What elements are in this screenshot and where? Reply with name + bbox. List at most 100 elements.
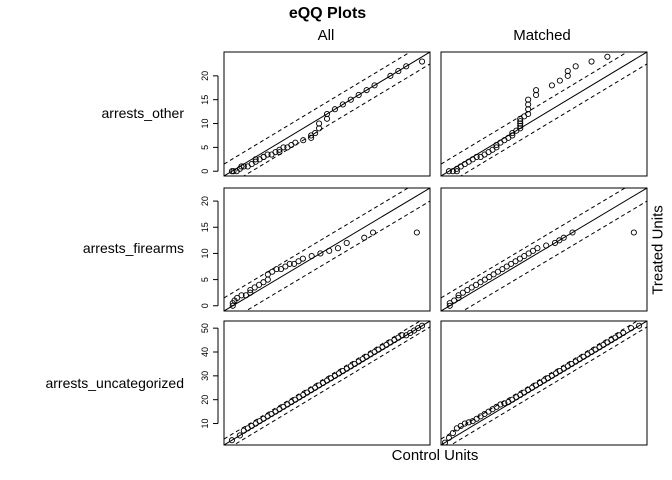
qq-point [548,82,555,89]
qq-point [291,260,298,267]
qq-point [234,294,241,301]
lower-band-line [242,63,430,176]
qq-point [441,439,449,445]
qq-point [339,101,346,108]
qq-point [494,268,502,275]
qq-point [280,144,287,151]
y-tick-label: 10 [200,248,210,258]
qq-point [481,276,488,283]
qq-point [264,271,271,278]
y-tick-label: 20 [200,395,210,405]
panel-arrests_uncategorized-matched [440,320,648,446]
upper-band-line [224,188,410,299]
qq-point [517,118,524,125]
qq-point [543,242,550,249]
qq-point [334,245,342,252]
qq-point [473,153,480,160]
upper-band-line [224,321,422,440]
lower-band-line [461,200,647,311]
qq-point [236,432,243,439]
qq-point [445,168,452,175]
qq-point [371,82,378,89]
qq-point [316,120,323,127]
qq-point [238,292,245,299]
reference-line [441,52,647,176]
y-tick-label: 0 [200,303,210,308]
panel-frame [223,51,431,177]
qq-point [292,139,299,146]
row-label-arrests-other: arrests_other [101,105,184,121]
y-tick-label: 0 [200,169,210,174]
qq-point [299,255,306,262]
qq-point [269,268,276,275]
panel-content [224,321,430,445]
qq-point [572,63,579,70]
qq-point [286,260,293,267]
qq-point [533,87,540,94]
lower-band-line [244,200,430,311]
panel-arrests_firearms-matched [440,187,648,312]
qq-point [636,322,643,329]
qq-point [264,276,271,283]
qq-point [238,163,245,170]
y-tick-label: 20 [200,71,210,81]
chart-title: eQQ Plots [288,5,367,22]
qq-point [564,68,571,75]
qq-point [525,250,532,257]
y-tick-label: 15 [200,95,210,105]
qq-point [247,287,254,294]
y-tick-label: 50 [200,323,210,333]
qq-point [464,287,471,294]
qq-point [486,273,493,281]
qq-point [419,58,426,65]
panel-arrests_uncategorized-all [223,320,431,446]
qq-point [473,281,480,288]
qq-point [355,91,362,98]
qq-point [499,266,506,273]
qq-point [501,400,508,407]
lower-band-line [459,63,647,176]
y-tick-label: 10 [200,119,210,129]
qq-point [312,130,319,137]
qq-point [387,72,394,79]
qq-point [525,96,532,103]
qq-point [228,437,235,444]
x-axis-label: Control Units [391,447,479,464]
y-tick-label: 10 [200,419,210,429]
y-tick-label: 40 [200,347,210,357]
qq-point [326,247,333,254]
qq-point [551,239,559,247]
y-tick-label: 5 [200,145,210,150]
panel-content [441,321,647,445]
qq-point [282,263,289,270]
lower-band-line [449,326,647,445]
panel-frame [223,187,431,312]
qq-point [295,258,302,265]
panel-content [441,188,647,311]
panel-content [441,52,647,176]
qq-point [369,229,377,236]
qq-point [361,234,368,241]
panel-frame [440,187,648,312]
panel-frame [440,320,648,446]
qq-point [556,237,563,244]
qq-point [508,260,515,267]
upper-band-line [441,52,629,165]
qq-point [251,284,258,291]
qq-point [323,110,331,118]
qq-point [413,229,420,236]
row-label-arrests-firearms: arrests_firearms [82,240,184,256]
panel-arrests_firearms-all [223,187,431,312]
qq-point [399,332,406,339]
qq-point [503,263,510,270]
panel-arrests_other-all [223,51,431,177]
qq-point [240,163,247,170]
qq-point [347,96,354,103]
qq-point [509,132,516,139]
column-label-all: All [317,27,335,44]
qq-point [247,289,254,296]
qq-point [317,250,324,257]
qq-point [308,252,315,260]
qq-point [461,420,468,427]
